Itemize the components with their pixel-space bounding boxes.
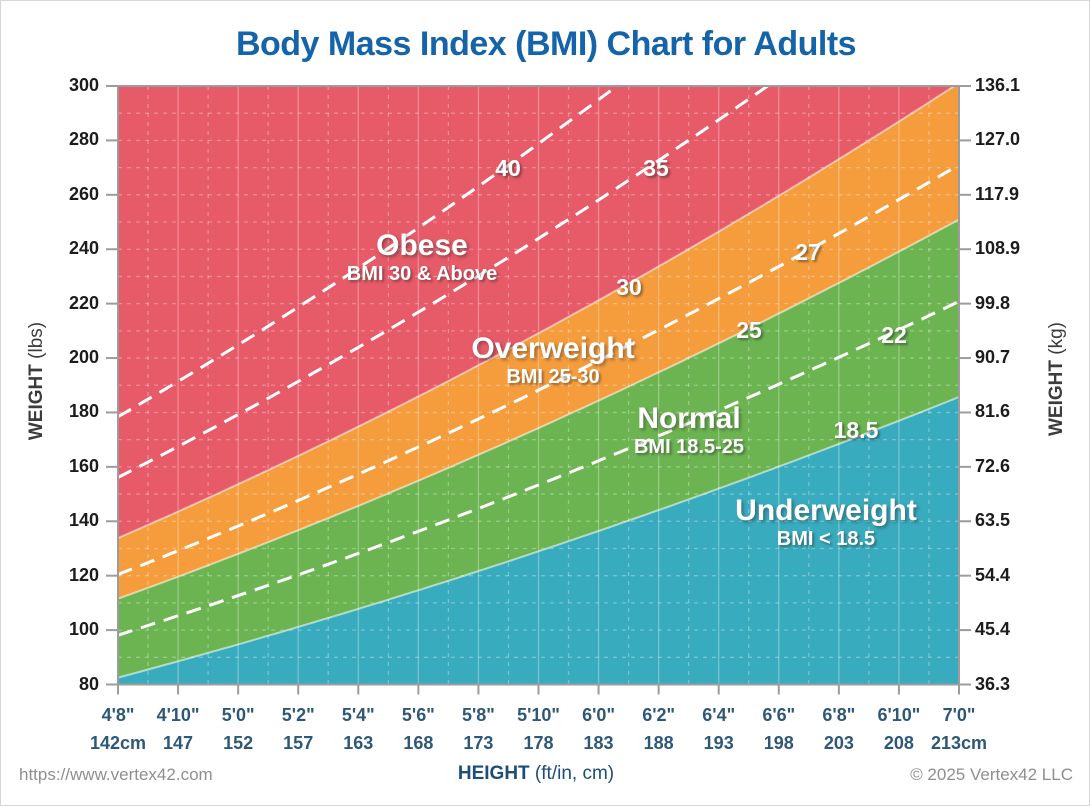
y-axis-tick-lbs: 220 <box>68 292 99 313</box>
zone-label-obese: Obese <box>376 229 468 262</box>
zone-label-normal: Normal <box>637 402 741 435</box>
x-axis-tick-cm: 213cm <box>930 733 988 753</box>
x-axis-tick-ftin: 6'6" <box>762 705 796 725</box>
zone-sublabel-normal: BMI 18.5-25 <box>633 436 745 458</box>
x-axis-tick-ftin: 7'0" <box>942 705 976 725</box>
y-axis-tick-kg: 99.8 <box>975 292 1011 313</box>
y-axis-tick-lbs: 300 <box>68 75 99 95</box>
x-axis-tick-cm: 208 <box>883 733 914 753</box>
zone-label-overweight: Overweight <box>471 332 635 365</box>
y-axis-tick-lbs: 240 <box>68 238 99 259</box>
x-axis-tick-ftin: 4'8" <box>101 705 135 725</box>
y-axis-tick-kg: 36.3 <box>975 673 1011 694</box>
y-axis-tick-kg: 45.4 <box>975 619 1011 640</box>
x-axis-tick-cm: 173 <box>463 733 494 753</box>
x-axis-tick-cm: 198 <box>763 733 794 753</box>
y-axis-tick-lbs: 80 <box>78 673 99 694</box>
x-axis-tick-cm: 203 <box>823 733 854 753</box>
x-axis-tick-ftin: 5'2" <box>281 705 315 725</box>
page-title: Body Mass Index (BMI) Chart for Adults <box>235 25 857 63</box>
x-axis-tick-ftin: 6'10" <box>877 705 921 725</box>
x-axis-tick-ftin: 4'10" <box>156 705 200 725</box>
zone-sublabel-underweight: BMI < 18.5 <box>776 528 876 550</box>
y-axis-tick-kg: 136.1 <box>975 75 1021 95</box>
x-axis-label: HEIGHT (ft/in, cm) <box>386 763 686 785</box>
bmi-line-label-40: 40 <box>495 155 521 181</box>
y-axis-tick-kg: 63.5 <box>975 510 1011 531</box>
x-axis-tick-ftin: 5'6" <box>401 705 435 725</box>
y-axis-label-kg-bold: WEIGHT <box>1046 360 1067 436</box>
x-axis-tick-ftin: 6'8" <box>822 705 856 725</box>
y-axis-tick-lbs: 160 <box>68 455 99 476</box>
bmi-line-label-27: 27 <box>795 239 821 265</box>
x-axis-tick-ftin: 6'0" <box>582 705 615 725</box>
y-axis-tick-kg: 127.0 <box>975 129 1021 150</box>
bmi-line-label-18-5: 18.5 <box>833 417 879 443</box>
y-axis-tick-kg: 108.9 <box>975 238 1021 259</box>
x-axis-tick-cm: 163 <box>343 733 374 753</box>
x-axis-tick-cm: 152 <box>223 733 254 753</box>
x-axis-tick-cm: 142cm <box>89 733 147 753</box>
bmi-line-label-35: 35 <box>643 155 669 181</box>
bmi-line-label-30: 30 <box>616 274 642 300</box>
x-axis-label-bold: HEIGHT <box>457 763 530 784</box>
x-axis-tick-cm: 188 <box>643 733 674 753</box>
y-axis-tick-kg: 117.9 <box>975 183 1020 204</box>
x-axis-tick-cm: 157 <box>283 733 314 753</box>
y-axis-tick-kg: 90.7 <box>975 347 1011 368</box>
zone-sublabel-obese: BMI 30 & Above <box>346 263 498 285</box>
bmi-line-label-25: 25 <box>736 317 762 343</box>
bmi-line-label-22: 22 <box>881 322 907 348</box>
x-axis-tick-ftin: 6'2" <box>642 705 676 725</box>
y-axis-tick-kg: 54.4 <box>975 564 1011 585</box>
x-axis-tick-ftin: 5'10" <box>517 705 560 725</box>
x-axis-tick-ftin: 5'0" <box>221 705 255 725</box>
footer-url: https://www.vertex42.com <box>19 765 213 784</box>
x-axis-tick-cm: 193 <box>703 733 734 753</box>
x-axis-tick-cm: 178 <box>523 733 554 753</box>
footer-copyright: © 2025 Vertex42 LLC <box>910 765 1073 784</box>
x-axis-tick-ftin: 6'4" <box>702 705 736 725</box>
x-axis-tick-ftin: 5'4" <box>341 705 375 725</box>
x-axis-label-unit: (ft/in, cm) <box>529 763 615 784</box>
y-axis-tick-kg: 72.6 <box>975 455 1011 476</box>
y-axis-tick-lbs: 200 <box>68 347 99 368</box>
y-axis-tick-lbs: 120 <box>68 564 99 585</box>
y-axis-label-lbs: WEIGHT (lbs) <box>22 231 52 531</box>
x-axis-tick-cm: 168 <box>403 733 434 753</box>
x-axis-tick-cm: 183 <box>583 733 614 753</box>
zone-label-underweight: Underweight <box>735 494 917 527</box>
y-axis-tick-lbs: 180 <box>68 401 99 422</box>
x-axis-tick-ftin: 5'8" <box>462 705 495 725</box>
y-axis-tick-lbs: 260 <box>68 183 99 204</box>
x-axis-tick-cm: 147 <box>163 733 194 753</box>
y-axis-tick-lbs: 100 <box>68 619 99 640</box>
y-axis-tick-lbs: 140 <box>68 510 99 531</box>
y-axis-tick-lbs: 280 <box>68 129 99 150</box>
zone-sublabel-overweight: BMI 25-30 <box>506 366 600 388</box>
y-axis-label-kg: WEIGHT (kg) <box>1042 229 1072 529</box>
y-axis-tick-kg: 81.6 <box>975 401 1011 422</box>
